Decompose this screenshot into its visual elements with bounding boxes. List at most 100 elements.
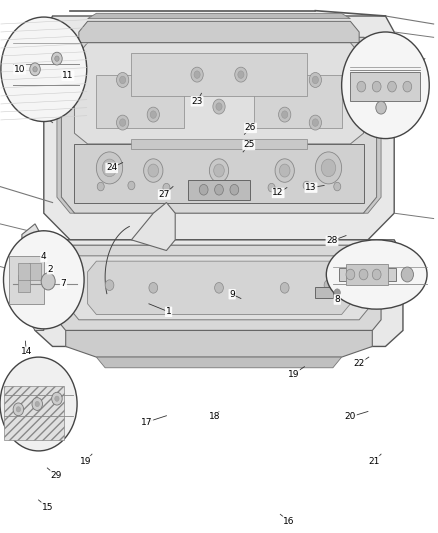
Text: 25: 25: [243, 141, 254, 149]
Text: 23: 23: [191, 97, 203, 106]
Circle shape: [216, 103, 222, 110]
Bar: [131, 53, 307, 96]
Circle shape: [52, 52, 62, 65]
Circle shape: [279, 107, 291, 122]
Text: 15: 15: [42, 503, 53, 512]
Text: 22: 22: [353, 359, 365, 368]
Polygon shape: [70, 256, 368, 320]
Circle shape: [144, 159, 163, 182]
Circle shape: [163, 183, 170, 192]
Text: 2: 2: [48, 265, 53, 273]
Circle shape: [346, 269, 355, 280]
Circle shape: [312, 119, 318, 126]
Bar: [4, 386, 64, 440]
Text: 18: 18: [209, 413, 220, 421]
Polygon shape: [88, 13, 350, 19]
Text: 19: 19: [80, 457, 91, 465]
Text: 17: 17: [141, 418, 152, 426]
Circle shape: [372, 269, 381, 280]
Text: 28: 28: [326, 237, 338, 245]
Circle shape: [215, 282, 223, 293]
Circle shape: [35, 401, 39, 407]
Circle shape: [4, 231, 84, 329]
Text: 20: 20: [345, 413, 356, 421]
Text: 7: 7: [60, 279, 67, 288]
Circle shape: [148, 164, 159, 177]
Circle shape: [30, 63, 40, 76]
Bar: [96, 75, 184, 128]
Circle shape: [120, 76, 126, 84]
Circle shape: [315, 152, 342, 184]
Text: 26: 26: [245, 124, 256, 132]
Circle shape: [280, 282, 289, 293]
Bar: [18, 275, 30, 292]
Polygon shape: [57, 245, 381, 330]
Circle shape: [268, 183, 275, 192]
Bar: [18, 263, 30, 280]
Text: 14: 14: [21, 348, 32, 356]
Bar: [339, 268, 396, 281]
Circle shape: [342, 32, 429, 139]
Polygon shape: [131, 203, 175, 251]
Circle shape: [235, 67, 247, 82]
Circle shape: [357, 82, 366, 92]
Text: 9: 9: [229, 290, 235, 298]
Circle shape: [55, 56, 59, 61]
Text: 27: 27: [159, 190, 170, 199]
Polygon shape: [22, 224, 44, 330]
Text: 13: 13: [305, 183, 317, 192]
Circle shape: [52, 392, 62, 405]
Circle shape: [334, 289, 340, 296]
Polygon shape: [44, 16, 394, 240]
Circle shape: [128, 181, 135, 190]
Text: 1: 1: [166, 308, 172, 316]
Circle shape: [1, 17, 87, 122]
Text: 21: 21: [369, 457, 380, 465]
Circle shape: [194, 71, 200, 78]
Circle shape: [191, 67, 203, 82]
Circle shape: [199, 184, 208, 195]
Circle shape: [41, 273, 55, 290]
Circle shape: [32, 398, 42, 410]
Circle shape: [215, 184, 223, 195]
Circle shape: [279, 164, 290, 177]
Bar: [315, 287, 333, 298]
Circle shape: [309, 115, 321, 130]
Circle shape: [303, 181, 310, 190]
Circle shape: [209, 159, 229, 182]
Circle shape: [230, 184, 239, 195]
Circle shape: [117, 72, 129, 87]
Text: 4: 4: [41, 253, 46, 261]
Text: 11: 11: [62, 71, 74, 80]
Circle shape: [147, 107, 159, 122]
Circle shape: [372, 82, 381, 92]
Bar: [29, 263, 41, 280]
Polygon shape: [57, 37, 74, 213]
Bar: [9, 256, 44, 304]
Circle shape: [334, 182, 341, 191]
Text: 12: 12: [272, 189, 284, 197]
Circle shape: [403, 82, 412, 92]
Circle shape: [120, 119, 126, 126]
Circle shape: [213, 99, 225, 114]
Circle shape: [102, 159, 117, 177]
Circle shape: [149, 282, 158, 293]
Circle shape: [376, 101, 386, 114]
Polygon shape: [66, 330, 372, 357]
Polygon shape: [35, 240, 403, 346]
Circle shape: [16, 407, 21, 412]
Bar: [346, 264, 388, 285]
Circle shape: [150, 111, 156, 118]
Circle shape: [388, 82, 396, 92]
Bar: [254, 75, 342, 128]
Polygon shape: [88, 261, 350, 314]
Polygon shape: [74, 43, 364, 144]
Circle shape: [238, 71, 244, 78]
Text: 29: 29: [50, 471, 62, 480]
Circle shape: [282, 111, 288, 118]
Circle shape: [105, 280, 114, 290]
Polygon shape: [61, 37, 377, 213]
Text: 16: 16: [283, 517, 295, 526]
Circle shape: [321, 159, 336, 177]
Circle shape: [97, 182, 104, 191]
